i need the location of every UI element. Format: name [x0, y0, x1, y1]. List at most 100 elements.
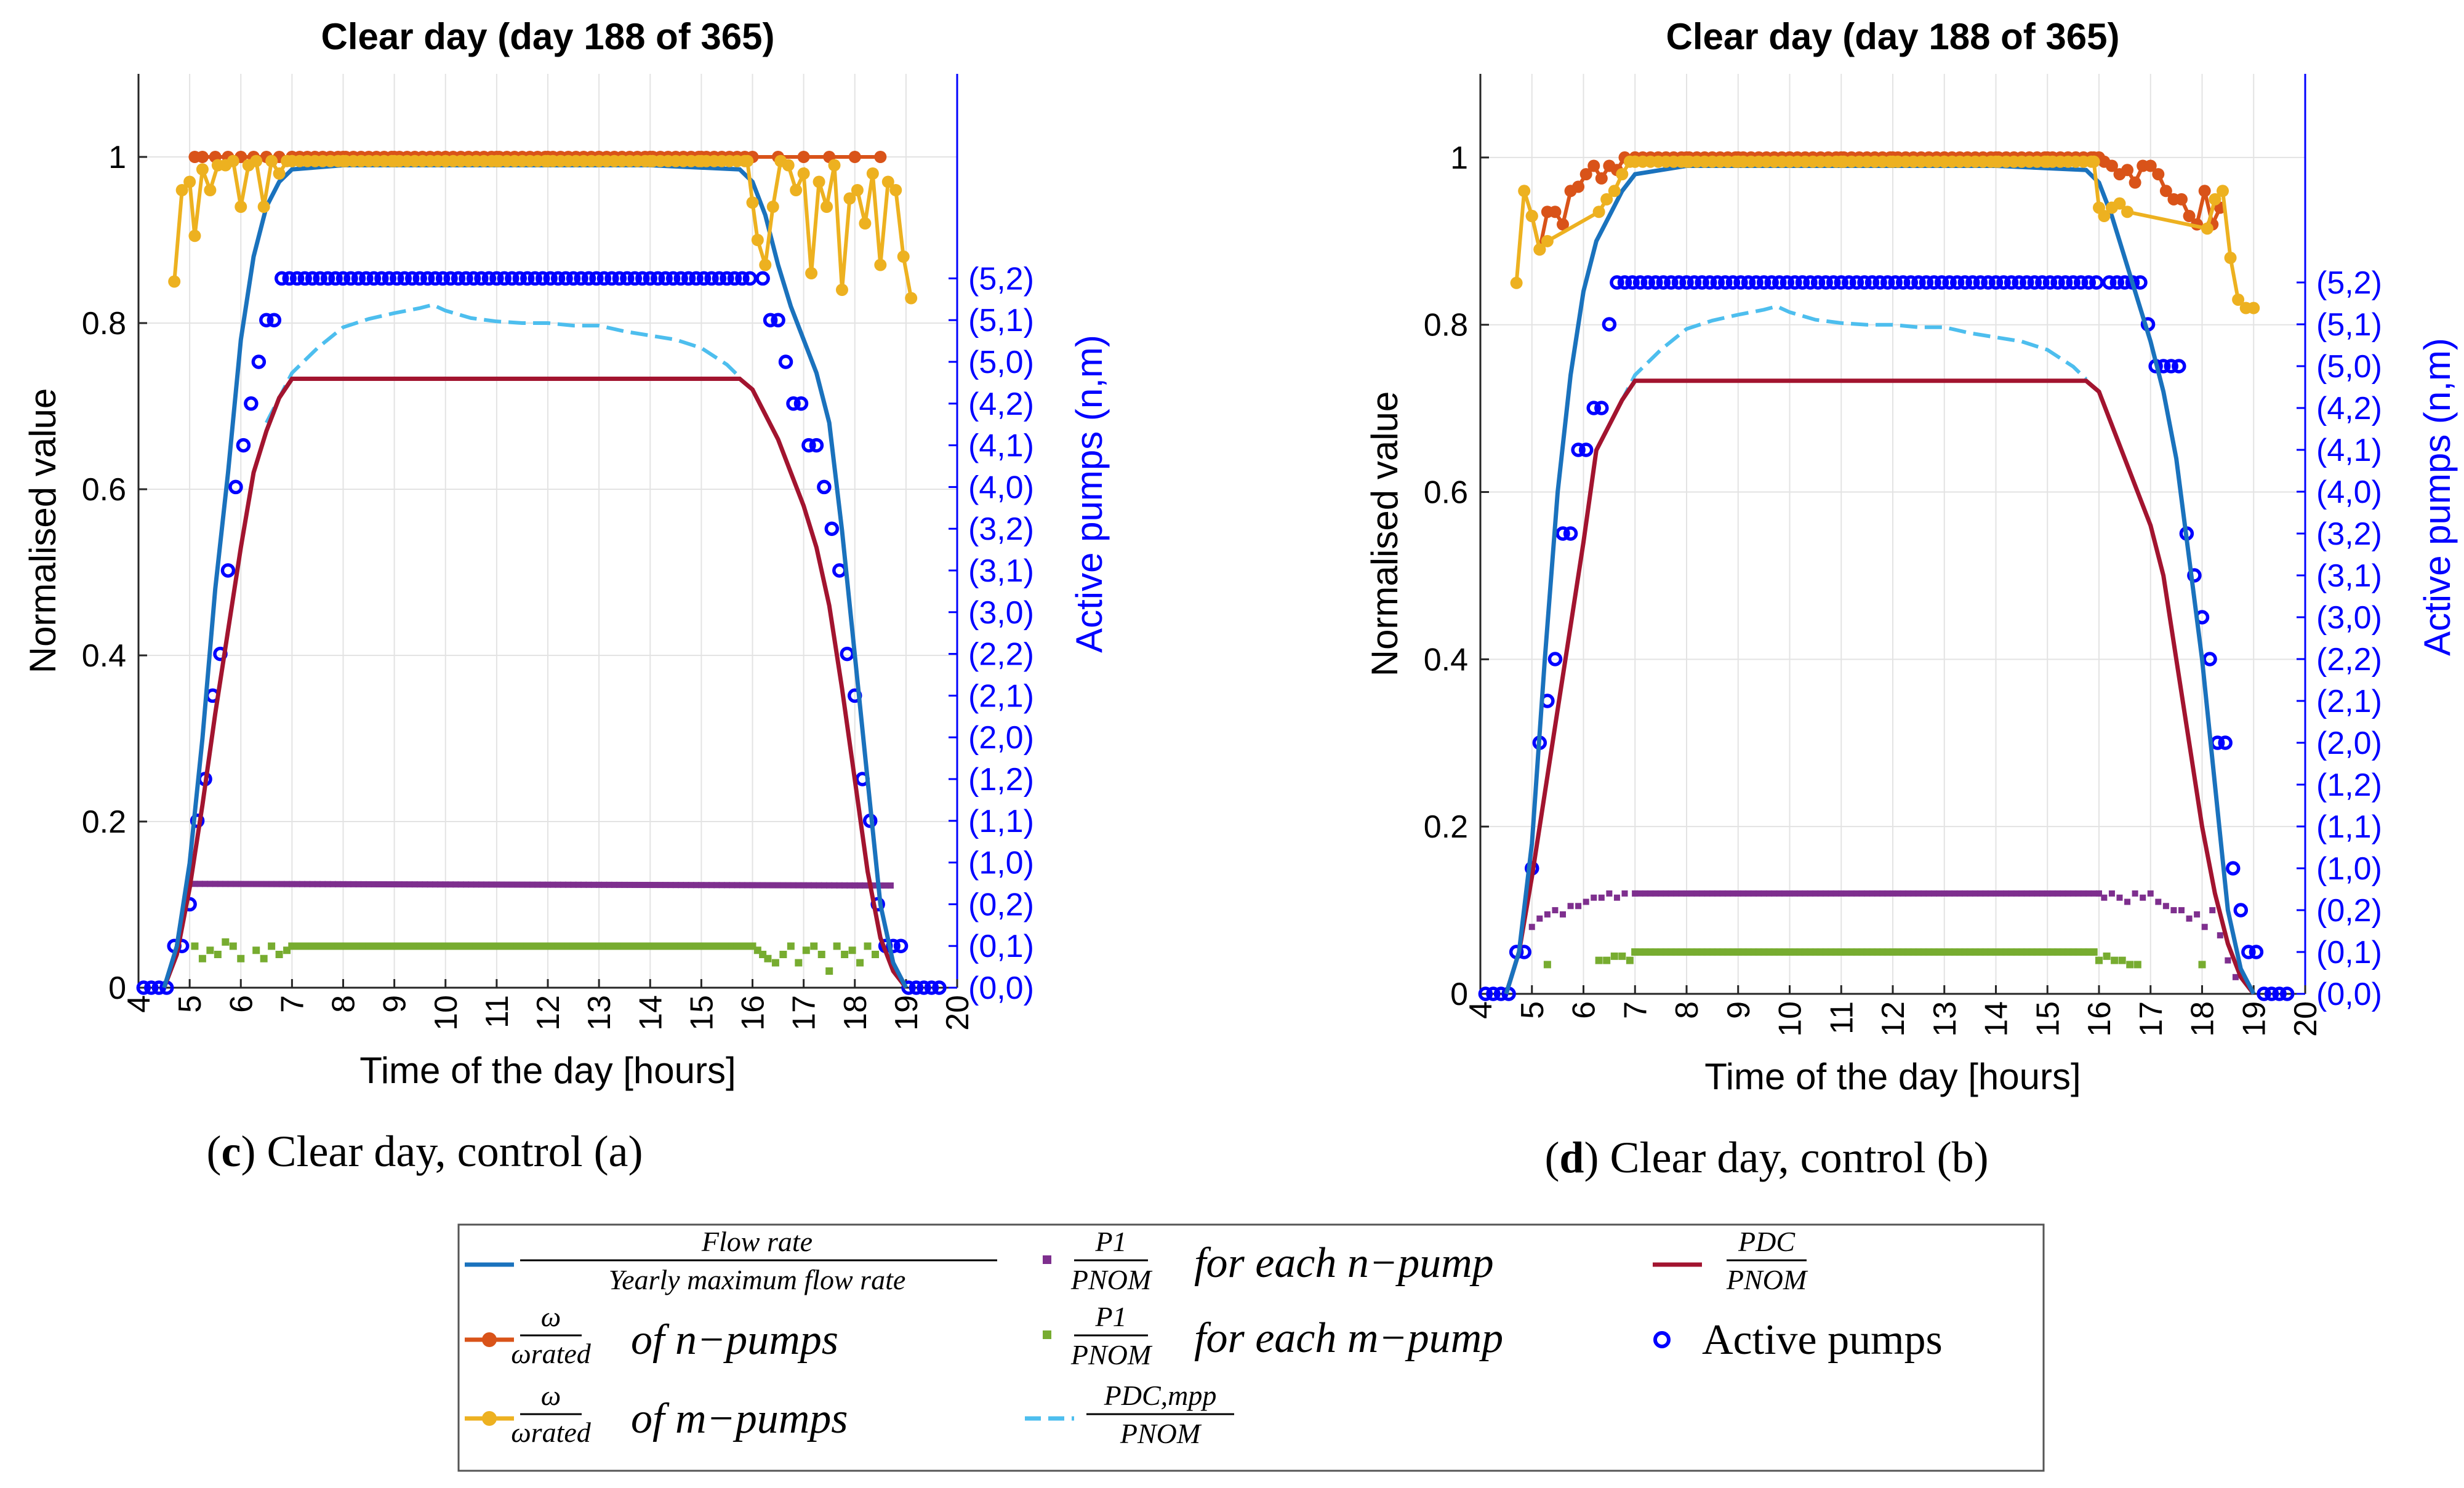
- p1n-point: [247, 881, 254, 887]
- y2-axis-label: Active pumps (n,m): [2417, 338, 2458, 656]
- pdc-line: [162, 377, 908, 990]
- omega-m-point: [1541, 234, 1554, 247]
- legend-p1m-den: PNOM: [1070, 1339, 1153, 1370]
- p1n-point: [202, 881, 209, 887]
- p1n-point: [739, 882, 745, 889]
- p1n-point: [1771, 890, 1778, 897]
- p1m-point: [198, 954, 206, 962]
- p1n-point: [836, 882, 843, 889]
- active-pumps-point: [720, 271, 734, 286]
- p1n-point: [2162, 903, 2169, 910]
- omega-m-point: [835, 284, 848, 296]
- p1n-point: [1567, 903, 1574, 910]
- y-tick-label: 0.6: [82, 472, 126, 508]
- p1n-point: [555, 881, 561, 888]
- active-pumps-point: [1942, 275, 1957, 290]
- active-pumps-point: [1996, 275, 2011, 290]
- active-pumps-point: [801, 438, 816, 453]
- active-pumps-point: [275, 271, 289, 286]
- p1n-point: [611, 881, 618, 888]
- omega-m-point: [250, 154, 263, 167]
- active-pumps-point: [543, 271, 558, 286]
- p1n-point: [1552, 907, 1559, 914]
- x-tick-label: 13: [582, 995, 617, 1031]
- omega-m-point: [1592, 206, 1605, 218]
- x-tick-label: 15: [684, 995, 720, 1031]
- p1n-point: [713, 882, 720, 889]
- active-pumps-point: [2257, 986, 2271, 1001]
- omega-n-point: [196, 151, 209, 163]
- active-pumps-point: [343, 271, 358, 286]
- active-pumps-point: [2187, 568, 2202, 583]
- y2-tick-label: (2,2): [2316, 642, 2382, 678]
- active-pumps-point: [893, 938, 909, 953]
- legend-omega-n-num: ω: [541, 1301, 561, 1332]
- p1n-point: [406, 881, 413, 888]
- p1n-point: [1936, 890, 1943, 897]
- y2-tick-label: (2,1): [968, 678, 1034, 714]
- p1n-point: [2013, 890, 2020, 897]
- active-pumps-point: [404, 271, 420, 286]
- active-pumps-point: [658, 271, 673, 286]
- x-tick-label: 7: [275, 995, 310, 1013]
- omega-m-point: [2121, 206, 2134, 218]
- p1n-point: [698, 882, 705, 889]
- active-pumps-point: [1934, 275, 1949, 290]
- p1n-point: [1848, 890, 1855, 897]
- x-tick-label: 11: [1824, 1001, 1860, 1034]
- p1n-point: [2023, 890, 2030, 897]
- active-pumps-point: [1749, 275, 1764, 290]
- p1n-point: [2108, 890, 2115, 897]
- x-tick-label: 6: [1567, 1001, 1602, 1019]
- p1n-point: [2178, 907, 2185, 914]
- p1n-point: [1637, 890, 1643, 897]
- active-pumps-point: [1656, 275, 1671, 290]
- active-pumps-point: [596, 271, 612, 286]
- active-pumps-point: [786, 396, 801, 411]
- p1n-point: [1843, 890, 1850, 897]
- y2-tick-label: (0,1): [2316, 935, 2382, 970]
- x-tick-label: 9: [1721, 1001, 1757, 1019]
- p1n-point: [754, 882, 761, 889]
- active-pumps-point: [1671, 275, 1687, 290]
- active-pumps-point: [1725, 275, 1741, 290]
- active-pumps-point: [1927, 275, 1941, 290]
- p1n-point: [882, 882, 889, 889]
- p1n-point: [800, 882, 807, 889]
- active-pumps-point: [351, 271, 366, 286]
- p1n-point: [1688, 890, 1695, 897]
- p1m-point: [864, 942, 872, 950]
- omega-m-point: [273, 167, 286, 180]
- p1n-point: [519, 881, 526, 888]
- y2-tick-label: (4,2): [2316, 391, 2382, 426]
- p1n-point: [621, 881, 628, 888]
- p1n-point: [447, 881, 454, 888]
- omega-n-point: [1572, 180, 1585, 193]
- active-pumps-point: [763, 313, 778, 327]
- y-tick-label: 0.6: [1424, 475, 1468, 511]
- p1n-point: [427, 881, 433, 888]
- p1m-point: [764, 954, 772, 962]
- x-tick-label: 4: [121, 995, 157, 1013]
- p1m-point: [848, 946, 856, 954]
- p1n-point: [243, 881, 249, 887]
- p1n-point: [545, 881, 551, 888]
- y2-tick-label: (5,0): [2316, 349, 2382, 385]
- active-pumps-point: [2012, 275, 2026, 290]
- p1m-point: [1543, 961, 1551, 969]
- active-pumps-point: [1718, 275, 1733, 290]
- active-pumps-point: [1988, 275, 2004, 290]
- p1n-point: [1719, 890, 1726, 897]
- p1n-point: [2194, 911, 2201, 918]
- active-pumps-point: [366, 271, 382, 286]
- active-pumps-point: [1764, 275, 1779, 290]
- p1n-point: [846, 882, 853, 889]
- y2-axis-label: Active pumps (n,m): [1069, 335, 1110, 653]
- legend-omega-n: ω ωrated of n−pumps: [465, 1301, 838, 1369]
- active-pumps-point: [2264, 986, 2279, 1001]
- p1m-point: [817, 951, 825, 958]
- active-pumps-point: [589, 271, 604, 286]
- p1n-point: [1900, 890, 1906, 897]
- active-pumps-point: [489, 271, 504, 286]
- p1m-point: [268, 942, 276, 950]
